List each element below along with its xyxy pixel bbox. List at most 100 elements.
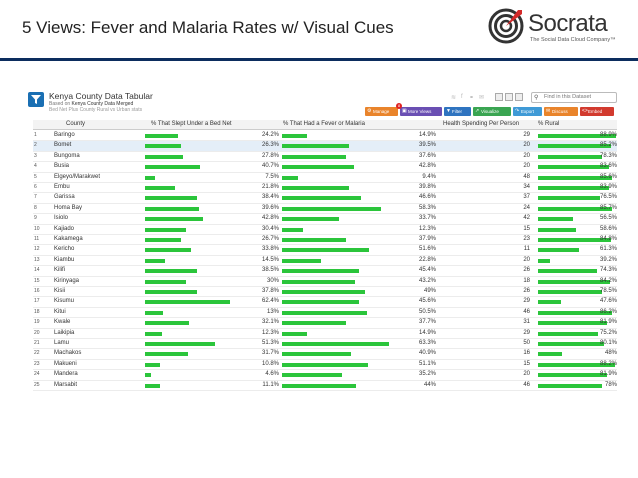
table-row[interactable]: 24 Mandera 4.6% 35.2% 20 81.9% (33, 370, 617, 381)
column-header-health-spending[interactable]: Health Spending Per Person (443, 121, 520, 127)
table-row[interactable]: 5 Elgeyo/Marakwet 7.5% 9.4% 48 85.6% (33, 173, 617, 183)
table-row[interactable]: 14 Kilifi 38.5% 45.4% 26 74.3% (33, 266, 617, 277)
cell-county: Kakamega (54, 236, 83, 242)
table-row[interactable]: 23 Makueni 10.8% 51.1% 15 88.2% (33, 360, 617, 371)
visualize-button[interactable]: ↗ Visualize (473, 107, 511, 116)
table-row[interactable]: 15 Kirinyaga 30% 43.2% 18 84.2% (33, 277, 617, 287)
cell-bed-net: 42.8% (261, 215, 279, 222)
table-row[interactable]: 12 Kericho 33.8% 51.6% 11 61.3% (33, 245, 617, 256)
cell-bed-net: 4.6% (265, 371, 279, 378)
table-row[interactable]: 13 Kiambu 14.5% 22.8% 20 39.2% (33, 256, 617, 267)
column-header-bed-net[interactable]: % That Slept Under a Bed Net (151, 121, 232, 127)
cell-bed-net: 51.3% (261, 340, 279, 346)
bar-bed-net (145, 206, 199, 211)
funnel-icon (28, 92, 44, 107)
cell-rural: 81.9% (599, 371, 617, 378)
bar-rural (538, 362, 616, 367)
table-row[interactable]: 7 Garissa 38.4% 46.6% 37 76.5% (33, 193, 617, 204)
twitter-icon[interactable]: ⚭ (469, 95, 475, 101)
cell-county: Elgeyo/Marakwet (54, 173, 101, 180)
dataset-search-input[interactable]: ⚲ Find in this Dataset (531, 92, 617, 103)
cell-rural: 80.1% (599, 340, 617, 346)
rss-icon[interactable]: ≋ (451, 95, 457, 101)
row-number: 6 (34, 184, 37, 190)
table-row[interactable]: 2 Bomet 26.3% 39.5% 20 85.2% (33, 141, 617, 152)
bar-rural (538, 144, 612, 149)
bar-rural (538, 352, 562, 357)
gear-icon: ⚙ (367, 108, 372, 114)
table-row[interactable]: 16 Kisii 37.8% 49% 26 78.5% (33, 287, 617, 298)
bar-bed-net (145, 217, 204, 222)
cell-county: Kisumu (54, 298, 75, 305)
table-row[interactable]: 9 Isiolo 42.8% 33.7% 42 56.5% (33, 214, 617, 225)
export-button[interactable]: ↷ Export (513, 107, 542, 116)
bar-rural (538, 206, 612, 211)
bar-bed-net (145, 321, 189, 326)
bar-bed-net (145, 352, 189, 357)
cell-fever: 49% (423, 288, 436, 294)
email-icon[interactable]: ✉ (479, 95, 485, 101)
grid-view-icon[interactable] (495, 93, 503, 101)
table-row[interactable]: 4 Busia 40.7% 42.8% 20 83.6% (33, 162, 617, 173)
cell-rural: 48% (604, 350, 617, 357)
table-row[interactable]: 11 Kakamega 26.7% 37.9% 23 84.8% (33, 235, 617, 246)
table-row[interactable]: 22 Machakos 31.7% 40.9% 16 48% (33, 349, 617, 360)
cell-county: Lamu (54, 340, 70, 346)
table-row[interactable]: 6 Embu 21.8% 39.8% 34 83.9% (33, 183, 617, 194)
cell-fever: 14.9% (418, 329, 436, 336)
column-header-county[interactable]: County (66, 121, 86, 127)
table-row[interactable]: 18 Kitui 13% 50.5% 46 86.2% (33, 308, 617, 319)
cell-health: 15 (523, 360, 530, 367)
bar-rural (538, 258, 551, 263)
slide-header: 5 Views: Fever and Malaria Rates w/ Visu… (0, 0, 638, 58)
bar-fever (282, 175, 298, 180)
row-number: 4 (34, 163, 37, 170)
manage-button[interactable]: ⚙ Manage (365, 107, 398, 116)
row-number: 9 (34, 215, 37, 222)
list-view-icon[interactable] (505, 93, 513, 101)
table-row[interactable]: 19 Kwale 32.1% 37.7% 31 81.9% (33, 318, 617, 329)
discuss-button[interactable]: ✉ Discuss (544, 107, 578, 116)
table-row[interactable]: 10 Kajiado 30.4% 12.3% 15 58.6% (33, 225, 617, 235)
cell-rural: 78.5% (599, 288, 617, 294)
page-view-icon[interactable] (515, 93, 523, 101)
bar-fever (282, 165, 355, 170)
cell-health: 11 (523, 246, 530, 253)
cell-health: 20 (523, 371, 530, 378)
embed-button[interactable]: <> Embed (580, 107, 614, 116)
cell-county: Busia (54, 163, 70, 170)
cell-bed-net: 13% (266, 308, 279, 315)
bar-bed-net (145, 165, 201, 170)
table-row[interactable]: 17 Kisumu 62.4% 45.6% 29 47.6% (33, 297, 617, 308)
cell-health: 16 (523, 350, 530, 357)
table-row[interactable]: 3 Bungoma 27.8% 37.6% 20 78.3% (33, 152, 617, 163)
cell-fever: 37.7% (418, 319, 436, 326)
cell-bed-net: 40.7% (261, 163, 279, 170)
row-number: 11 (34, 236, 40, 242)
table-row[interactable]: 25 Marsabit 11.1% 44% 46 78% (33, 381, 617, 391)
cell-county: Kirinyaga (54, 277, 80, 284)
cell-county: Isiolo (54, 215, 69, 222)
cell-fever: 37.6% (418, 152, 436, 159)
cell-rural: 39.2% (599, 256, 617, 263)
column-header-fever[interactable]: % That Had a Fever or Malaria (283, 121, 365, 127)
bar-rural (538, 238, 611, 242)
cell-county: Kitui (54, 308, 66, 315)
row-number: 22 (34, 350, 40, 357)
bar-rural (538, 134, 616, 138)
cell-health: 15 (523, 225, 530, 232)
bar-bed-net (145, 383, 161, 388)
table-row[interactable]: 21 Lamu 51.3% 63.3% 50 80.1% (33, 339, 617, 350)
table-row[interactable]: 20 Laikipia 12.3% 14.9% 29 75.2% (33, 329, 617, 339)
column-header-rural[interactable]: % Rural (538, 121, 560, 127)
parent-dataset-link[interactable]: Kenya County Data Merged (71, 101, 134, 107)
filter-button[interactable]: ▼ Filter (444, 107, 471, 116)
more-views-button[interactable]: ▣ More Views (400, 107, 442, 116)
table-row[interactable]: 1 Baringo 24.2% 14.9% 29 88.9% (33, 131, 617, 142)
cell-health: 20 (523, 256, 530, 263)
facebook-icon[interactable]: f (461, 94, 463, 100)
cell-rural: 86.2% (599, 308, 617, 315)
table-row[interactable]: 8 Homa Bay 39.6% 58.3% 24 85.7% (33, 204, 617, 215)
cell-health: 29 (523, 132, 530, 138)
row-number: 2 (34, 142, 37, 149)
